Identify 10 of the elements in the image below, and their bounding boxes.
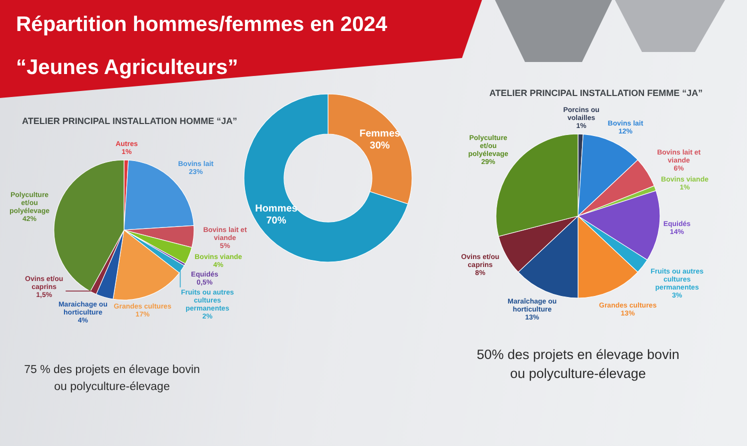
data-label: 70% [266,216,286,227]
text: 75 % des projets en élevage bovin ou polyculture-élevage [24,364,200,393]
chart-subtitle: “Jeunes Agriculteurs” [16,56,238,79]
chart-title: Répartition hommes/femmes en 2024 [16,13,388,36]
chart-title: ATELIER PRINCIPAL INSTALLATION FEMME “JA” [489,88,703,98]
text: 50% des projets en élevage bovin ou polyculture-élevage [476,347,680,381]
slice-label: Femmes [359,128,401,140]
chart-title: ATELIER PRINCIPAL INSTALLATION HOMME “JA” [22,116,238,126]
data-label: 30% [370,140,390,152]
slice-label: Hommes [255,204,298,215]
